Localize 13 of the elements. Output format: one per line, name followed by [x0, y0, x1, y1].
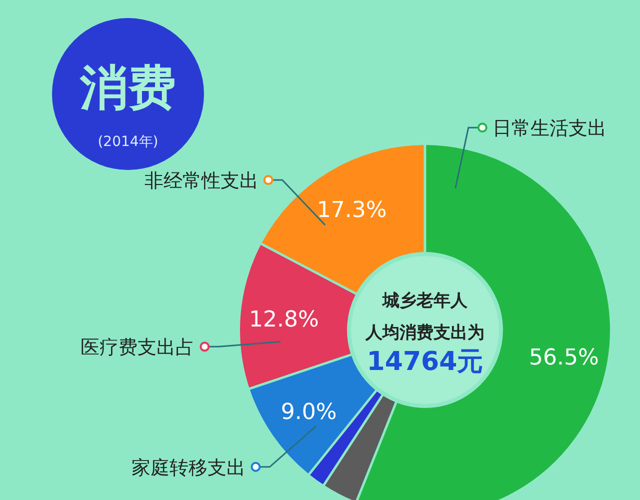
data-label: 9.0%	[280, 400, 337, 425]
slice-label: 日常生活支出	[492, 118, 606, 140]
text: 14764元	[366, 347, 484, 377]
data-label: 12.8%	[249, 308, 319, 333]
slice-label: 非经常性支出	[144, 170, 258, 192]
data-label: 17.3%	[316, 198, 387, 223]
chart-title: 消费	[79, 60, 176, 116]
data-label: 56.5%	[529, 346, 599, 371]
text: 城乡老年人	[382, 291, 468, 311]
slice-label: 家庭转移支出	[132, 456, 246, 479]
text: (2014年)	[98, 134, 158, 150]
text: 人均消费支出为	[364, 323, 484, 343]
slice-label: 医疗费支出占	[80, 336, 195, 359]
